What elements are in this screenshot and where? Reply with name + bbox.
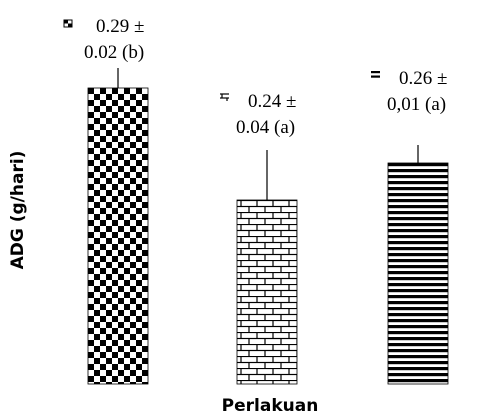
data-label-3-line-1: 0.26 ± bbox=[399, 68, 447, 89]
pattern-marker-2-icon bbox=[220, 93, 229, 101]
data-label-2-line-2: 0.04 (a) bbox=[236, 117, 295, 138]
data-label-1-line-2: 0.02 (b) bbox=[84, 42, 144, 63]
bar-1 bbox=[87, 87, 149, 385]
data-labels-group: 0.29 ± 0.02 (b) 0.24 ± 0.04 (a) 0.26 ± 0,01 (… bbox=[84, 16, 447, 138]
bar-3 bbox=[387, 162, 449, 385]
y-axis-title: ADG (g/hari) bbox=[8, 151, 28, 270]
pattern-marker-3-icon bbox=[371, 71, 380, 78]
legend-markers-group bbox=[63, 19, 380, 101]
data-label-1-line-1: 0.29 ± bbox=[96, 16, 144, 37]
bar-2 bbox=[236, 199, 298, 385]
data-label-3-line-2: 0,01 (a) bbox=[387, 94, 446, 115]
x-axis-title: Perlakuan bbox=[222, 396, 319, 416]
error-bars-group bbox=[117, 68, 419, 200]
pattern-marker-1-icon bbox=[63, 19, 73, 28]
data-label-2-line-1: 0.24 ± bbox=[248, 91, 296, 112]
